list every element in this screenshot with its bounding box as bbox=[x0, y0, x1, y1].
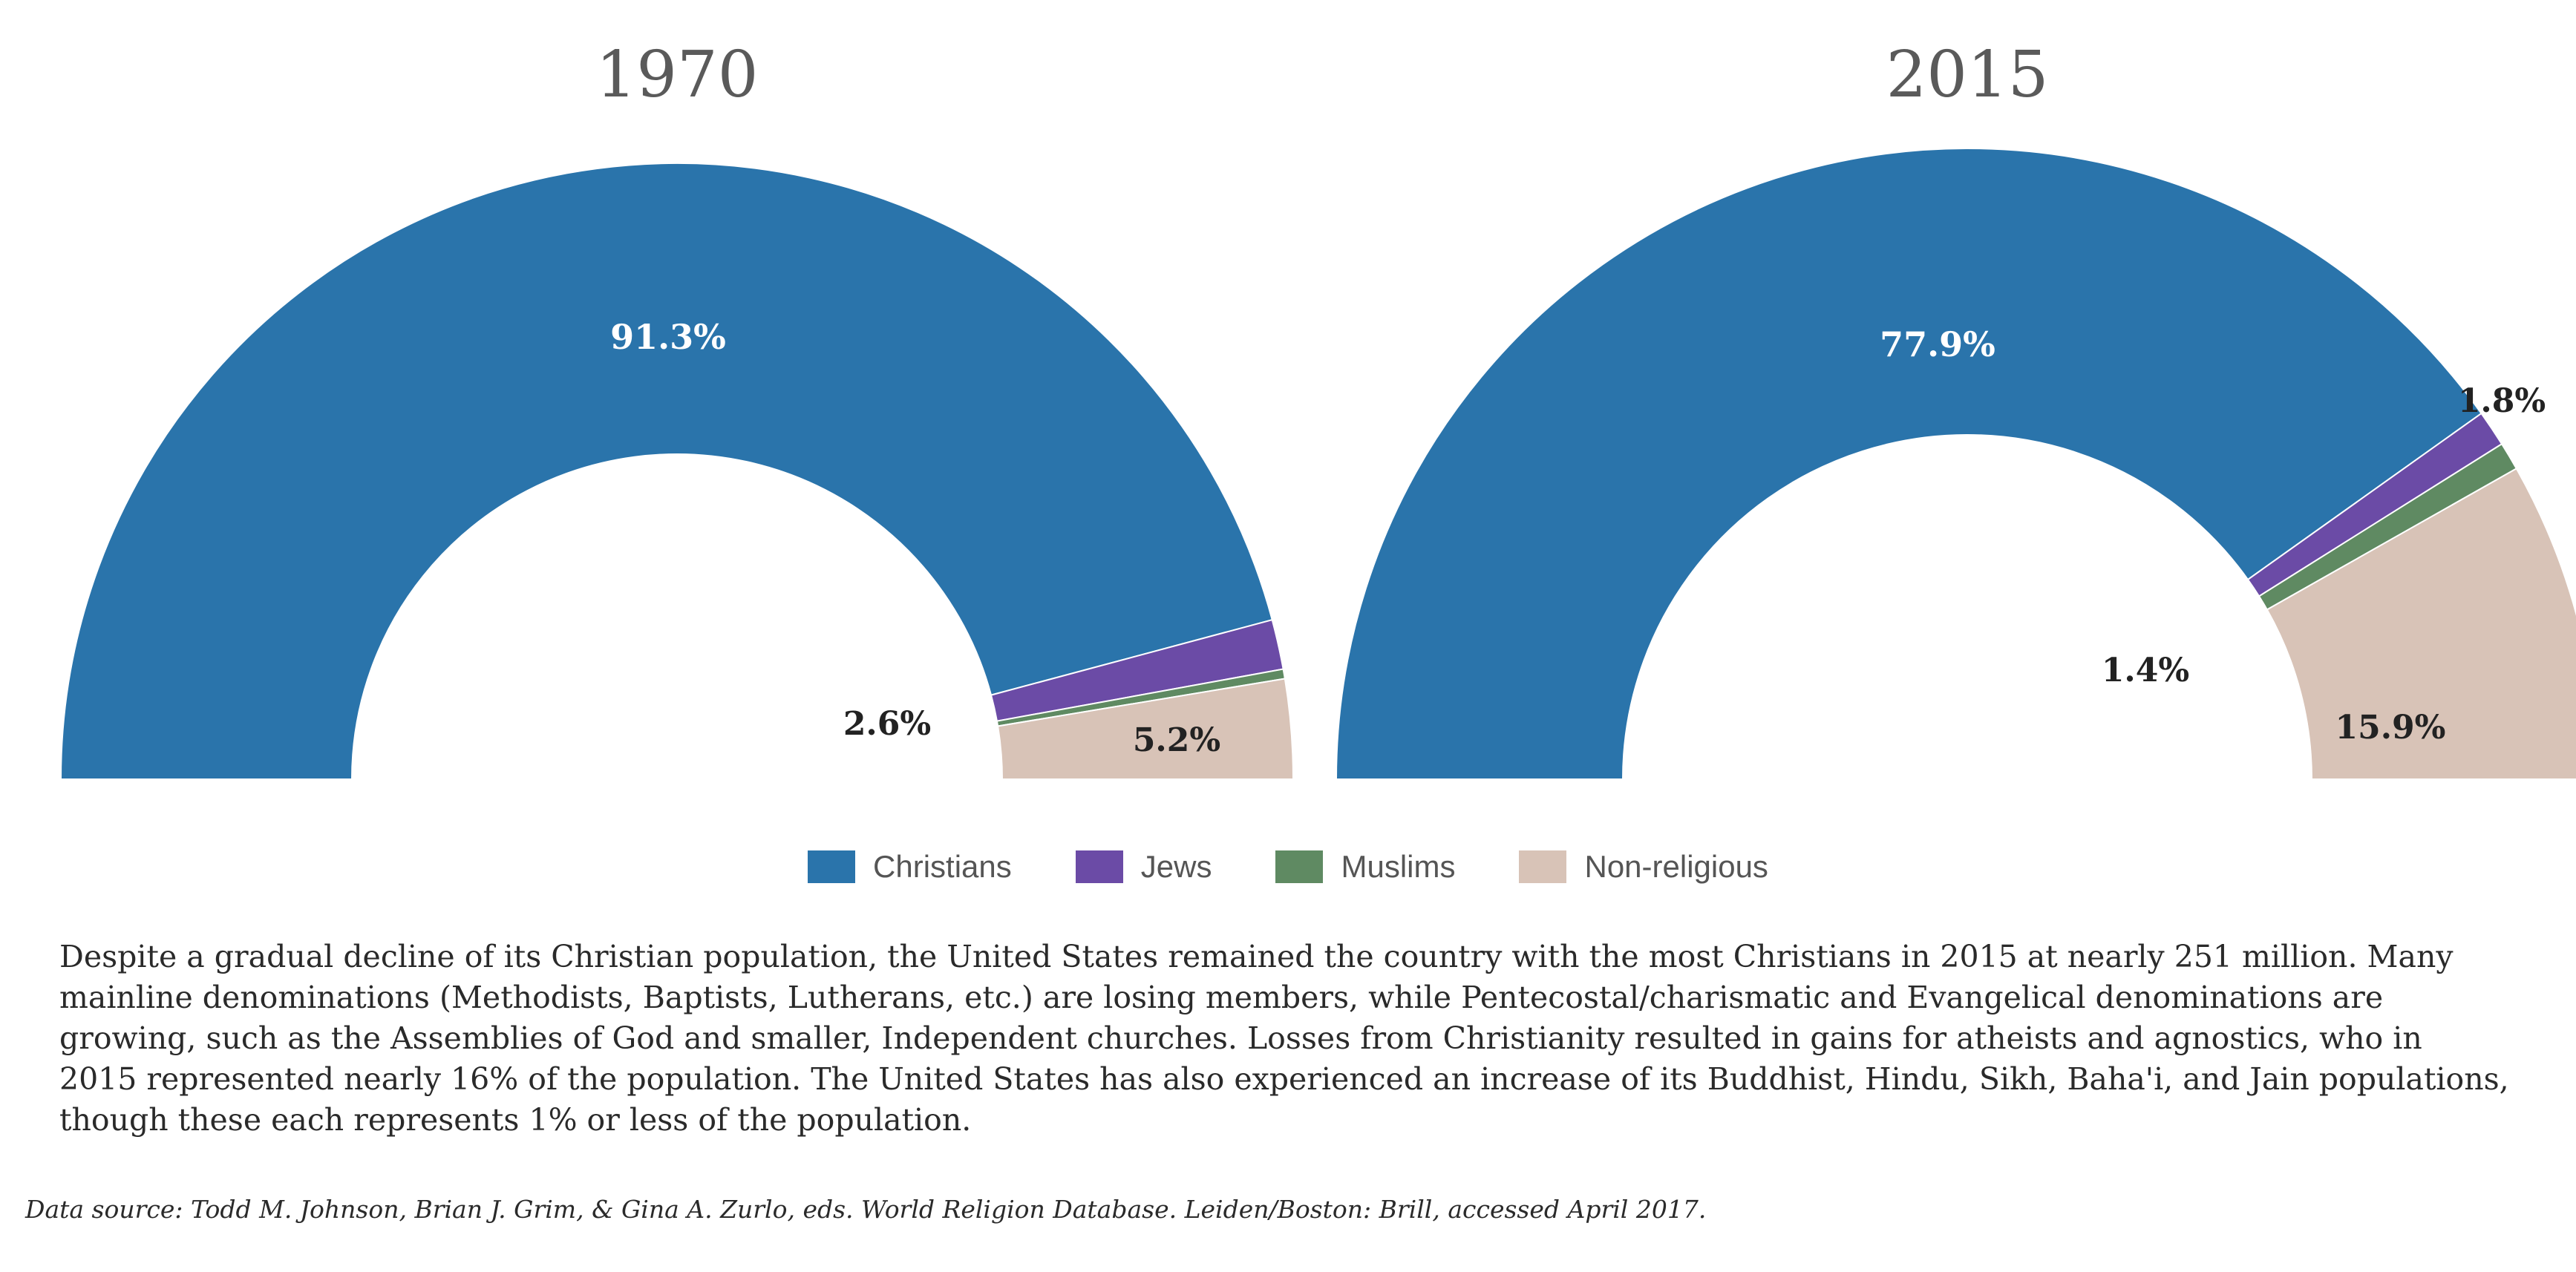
data-label-non-religious: 15.9% bbox=[2335, 709, 2446, 747]
slice-non-religious bbox=[2266, 468, 2576, 780]
chart-1970: 1970 91.3% 2.6% 5.2% bbox=[59, 38, 1295, 780]
data-label-christians: 91.3% bbox=[610, 317, 726, 357]
legend: Christians Jews Muslims Non-religious bbox=[0, 837, 2576, 896]
data-source-note: Data source: Todd M. Johnson, Brian J. G… bbox=[25, 1195, 1707, 1224]
chart-title: 1970 bbox=[596, 38, 759, 112]
data-label-jews: 1.8% bbox=[2458, 382, 2546, 420]
slice-christians bbox=[59, 163, 1273, 780]
legend-label: Jews bbox=[1140, 849, 1212, 884]
legend-swatch bbox=[1519, 850, 1567, 883]
legend-item-non-religious: Non-religious bbox=[1519, 849, 1768, 885]
legend-item-jews: Jews bbox=[1075, 849, 1212, 885]
data-label-christians: 77.9% bbox=[1880, 324, 1995, 364]
legend-item-christians: Christians bbox=[808, 849, 1012, 885]
legend-swatch bbox=[1275, 850, 1324, 883]
data-label-jews: 2.6% bbox=[843, 705, 931, 743]
legend-item-muslims: Muslims bbox=[1275, 849, 1455, 885]
data-label-muslims: 1.4% bbox=[2102, 652, 2189, 689]
legend-label: Non-religious bbox=[1584, 849, 1768, 884]
data-label-non-religious: 5.2% bbox=[1133, 721, 1220, 759]
legend-swatch bbox=[1075, 850, 1123, 883]
legend-label: Muslims bbox=[1341, 849, 1456, 884]
half-donut-charts: 1970 91.3% 2.6% 5.2% 2015 77.9% 1.8% 1.4% 15.9% bbox=[59, 38, 2576, 780]
legend-label: Christians bbox=[873, 849, 1012, 884]
chart-title: 2015 bbox=[1886, 38, 2049, 112]
chart-2015: 2015 77.9% 1.8% 1.4% 15.9% bbox=[1335, 38, 2576, 780]
slice-christians bbox=[1335, 148, 2482, 780]
description-text: Despite a gradual decline of its Christi… bbox=[59, 939, 2509, 1138]
legend-swatch bbox=[808, 850, 856, 883]
slice-non-religious bbox=[996, 678, 1295, 780]
